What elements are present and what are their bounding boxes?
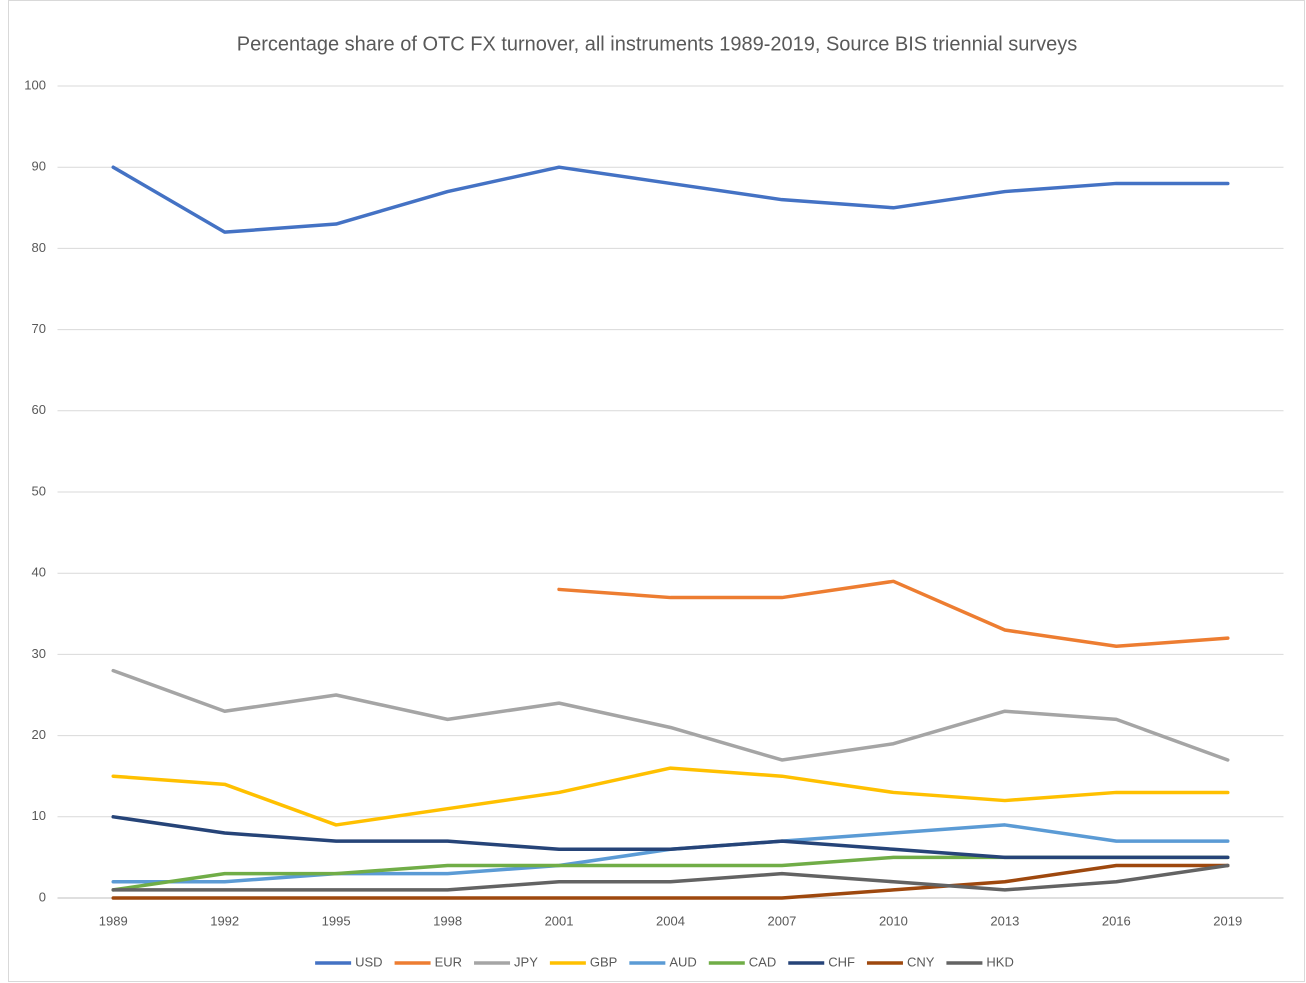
- x-tick-label: 2007: [767, 913, 796, 928]
- x-tick-label: 1998: [433, 913, 462, 928]
- y-tick-label: 30: [32, 646, 46, 661]
- y-tick-label: 70: [32, 321, 46, 336]
- legend-label: CNY: [907, 954, 935, 969]
- legend-label: CHF: [828, 954, 855, 969]
- y-tick-label: 100: [24, 77, 46, 92]
- line-series: [111, 766, 1230, 827]
- x-tick-label: 2001: [545, 913, 574, 928]
- line-series: [111, 165, 1230, 234]
- x-tick-label: 2019: [1213, 913, 1242, 928]
- y-tick-label: 90: [32, 159, 46, 174]
- chart-title: Percentage share of OTC FX turnover, all…: [237, 33, 1077, 55]
- y-tick-label: 10: [32, 808, 46, 823]
- line-series: [111, 863, 1230, 900]
- line-series: [111, 815, 1230, 860]
- x-tick-label: 1989: [99, 913, 128, 928]
- y-tick-label: 80: [32, 240, 46, 255]
- y-tick-label: 0: [39, 889, 46, 904]
- legend-label: CAD: [749, 954, 776, 969]
- y-tick-label: 40: [32, 565, 46, 580]
- legend-label: AUD: [669, 954, 696, 969]
- legend-label: JPY: [514, 954, 538, 969]
- y-tick-label: 50: [32, 483, 46, 498]
- x-tick-label: 1995: [322, 913, 351, 928]
- x-tick-label: 2004: [656, 913, 685, 928]
- line-series: [111, 668, 1230, 762]
- line-series: [557, 579, 1230, 649]
- chart-frame: [8, 0, 1305, 982]
- line-series: [111, 863, 1230, 892]
- y-tick-label: 20: [32, 727, 46, 742]
- legend-label: GBP: [590, 954, 617, 969]
- y-tick-label: 60: [32, 402, 46, 417]
- x-tick-label: 2013: [990, 913, 1019, 928]
- x-tick-label: 2016: [1102, 913, 1131, 928]
- legend-label: EUR: [435, 954, 462, 969]
- x-tick-label: 1992: [210, 913, 239, 928]
- legend-label: HKD: [986, 954, 1013, 969]
- x-tick-label: 2010: [879, 913, 908, 928]
- legend-label: USD: [355, 954, 382, 969]
